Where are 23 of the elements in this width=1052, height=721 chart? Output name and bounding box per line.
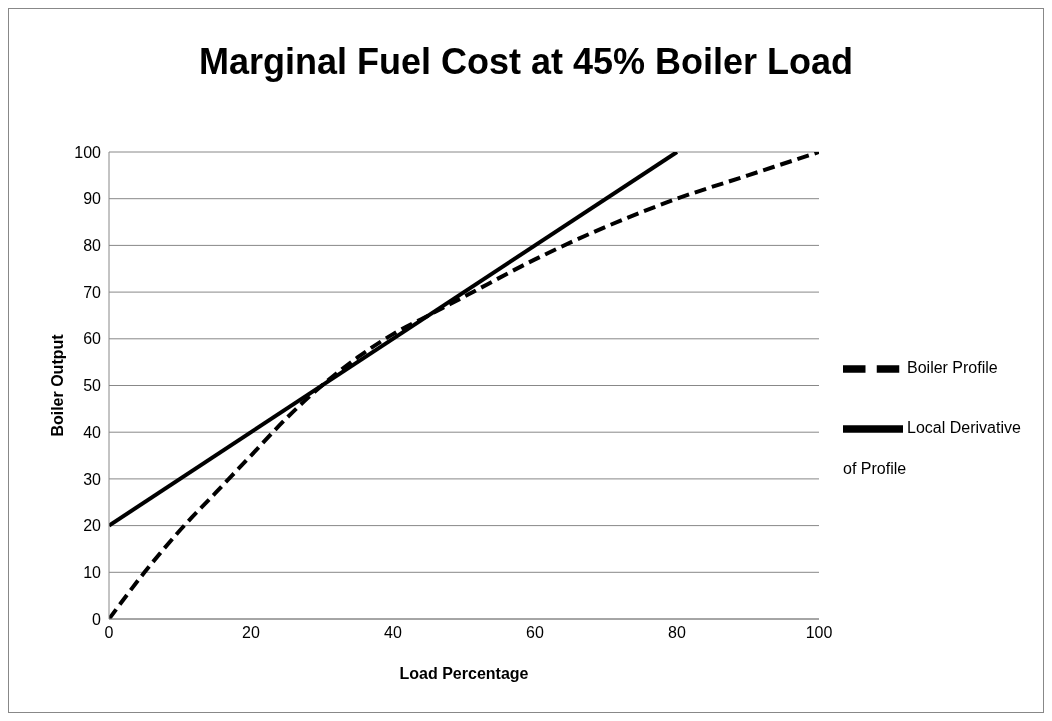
x-tick-label: 0 [104,624,114,642]
x-axis-title: Load Percentage [399,665,529,682]
y-tick-label: 0 [92,610,102,628]
chart-title: Marginal Fuel Cost at 45% Boiler Load [197,40,855,84]
x-tick-label: 80 [668,624,686,642]
y-tick-label: 100 [74,143,102,161]
line-series [109,152,819,619]
y-tick-label: 30 [83,470,102,488]
x-tick-label: 20 [242,624,260,642]
y-tick-label: 60 [83,330,102,348]
y-tick-label: 50 [83,377,102,395]
y-tick-label: 90 [83,190,102,208]
y-tick-label: 80 [83,237,102,255]
y-tick-label: 20 [83,517,102,535]
y-tick-label: 10 [83,563,102,581]
y-axis-title: Boiler Output [48,333,66,437]
x-tick-label: 40 [384,624,402,642]
x-tick-label: 60 [526,624,544,642]
x-tick-label: 100 [805,624,833,642]
legend-label: Boiler Profile [907,359,998,377]
text: Local Derivative of Profile [843,419,1021,477]
y-tick-label: 40 [83,423,102,441]
y-tick-label: 70 [83,283,102,301]
